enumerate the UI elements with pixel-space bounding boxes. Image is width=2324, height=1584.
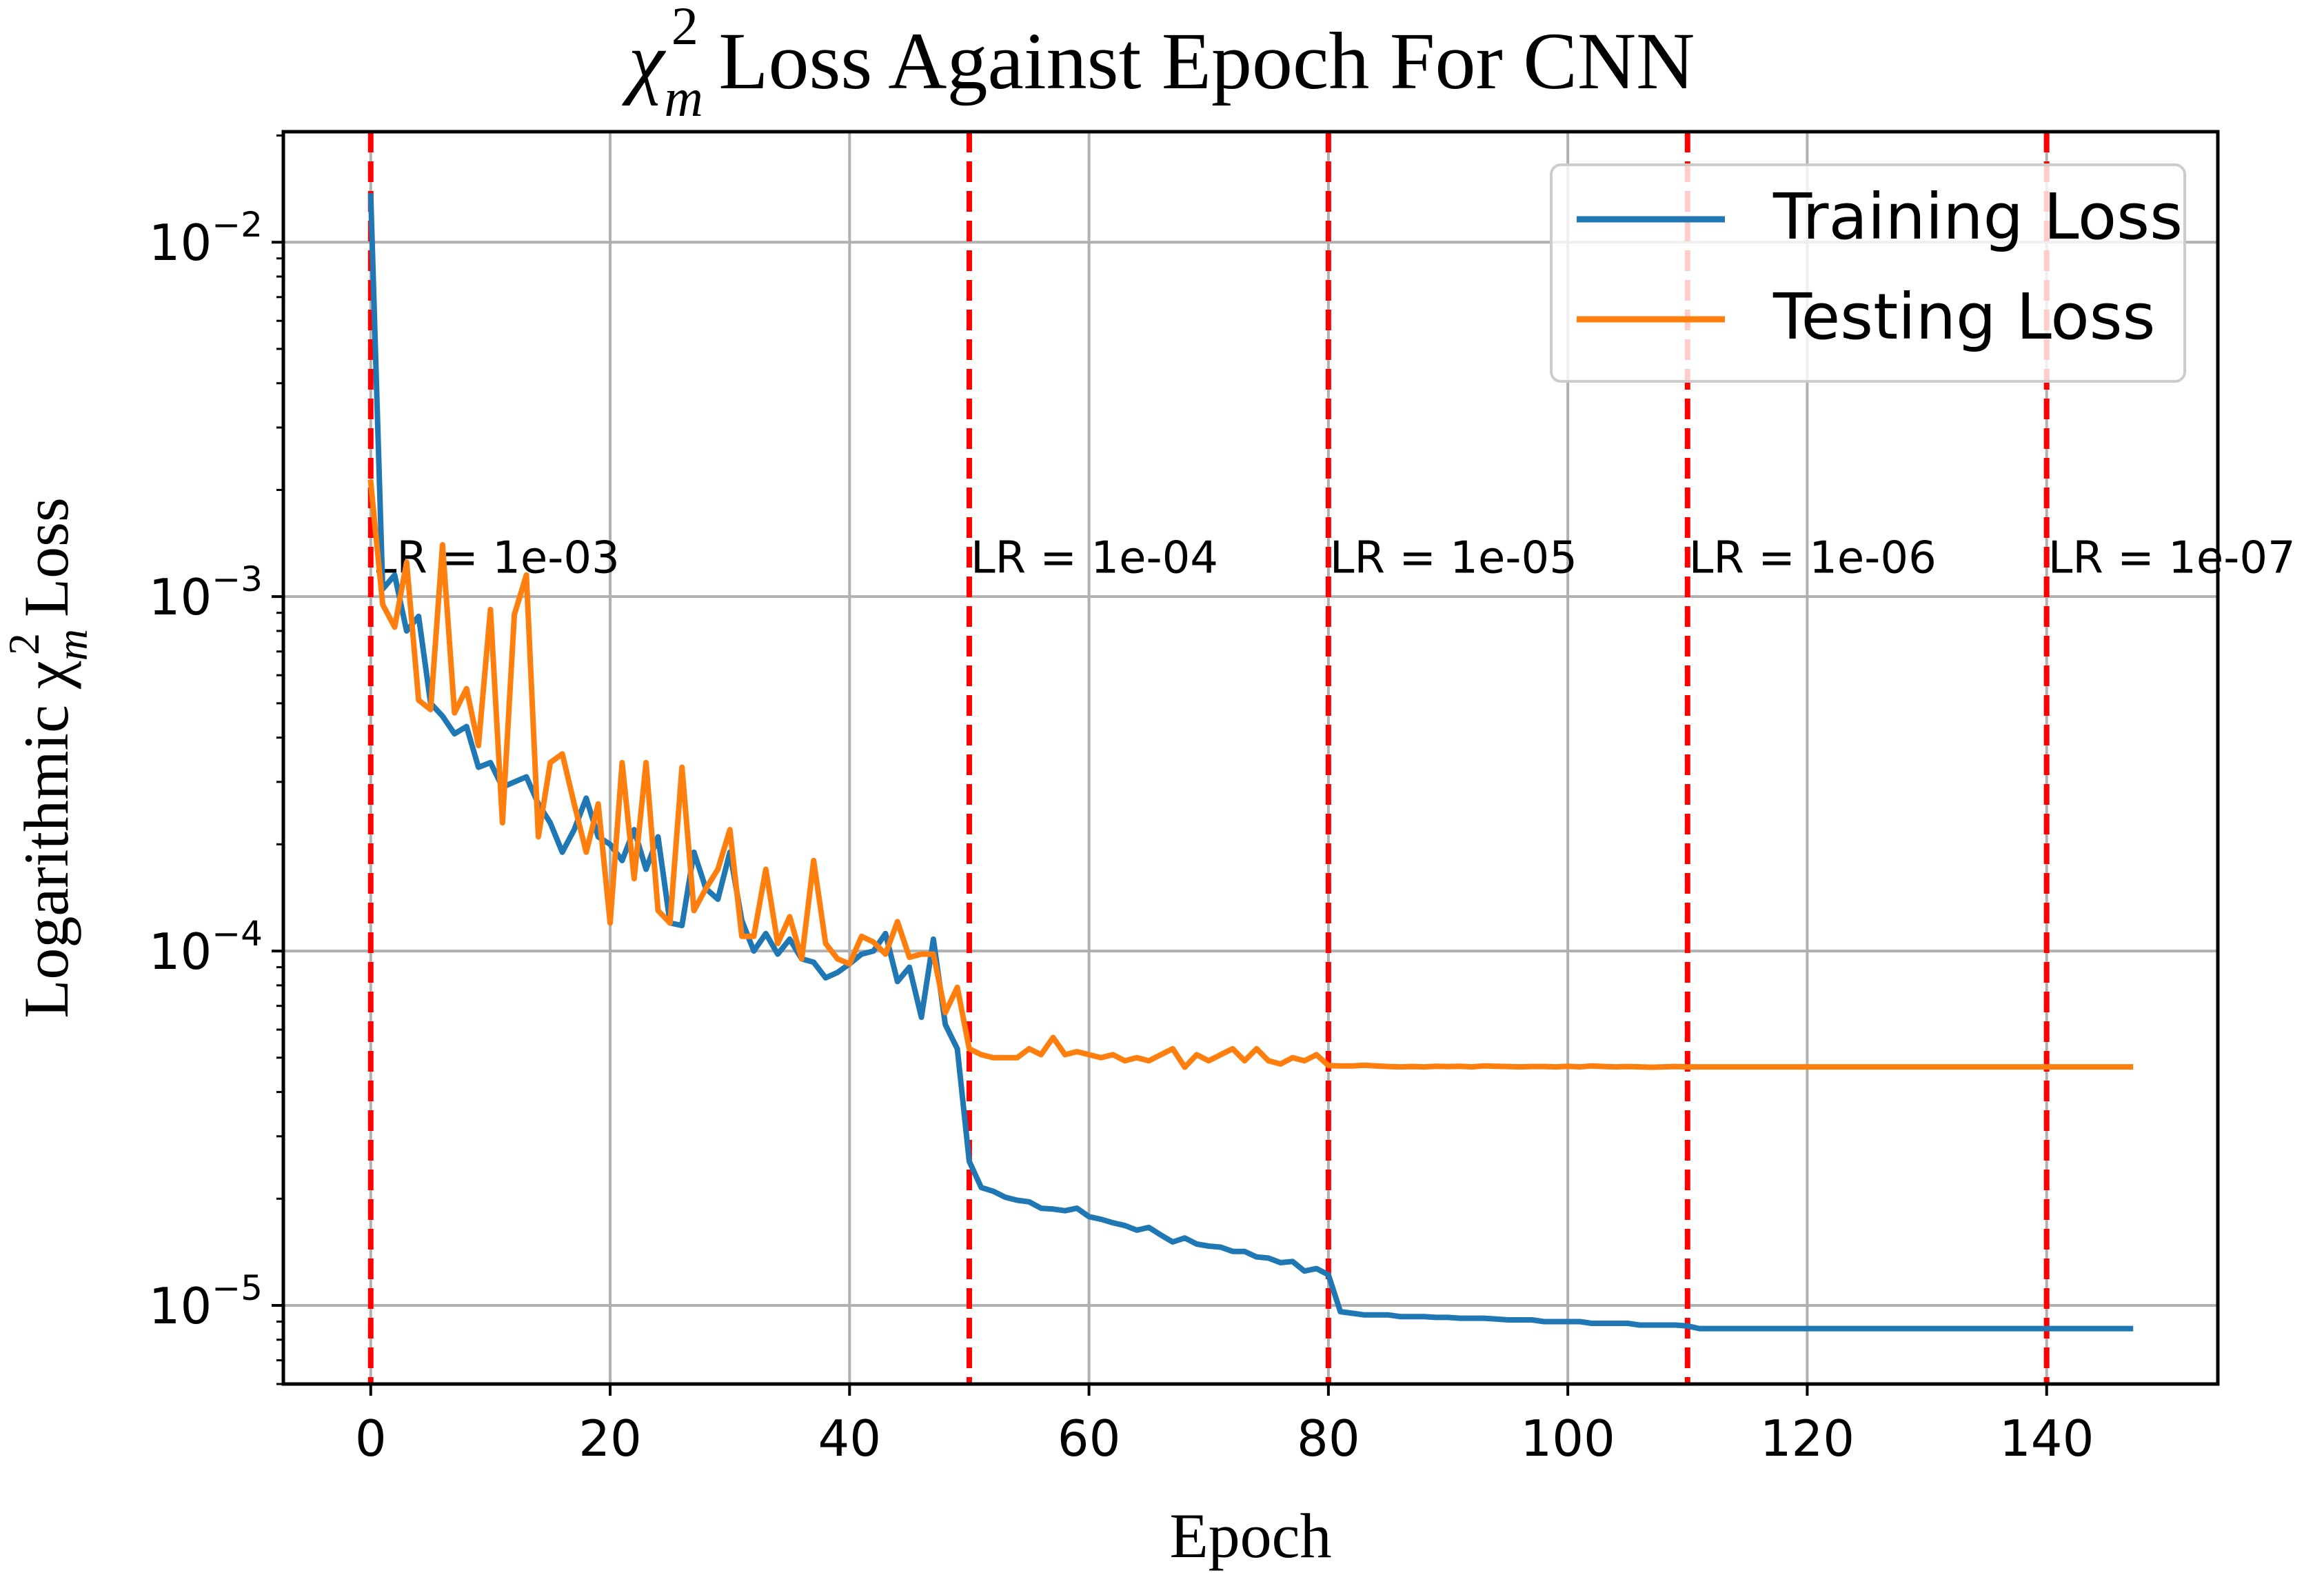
series-line-training-loss xyxy=(367,193,2134,1332)
x-tick-label: 140 xyxy=(1999,1410,2094,1467)
x-tick-label: 60 xyxy=(1058,1410,1121,1467)
lr-marker-label: LR = 1e-07 xyxy=(2048,533,2296,584)
lr-marker-label: LR = 1e-04 xyxy=(971,533,1218,584)
chart-title: χm2 Loss Against Epoch For CNN xyxy=(622,0,1695,128)
y-axis-ticks: 10−5 10−4 10−3 10−2 xyxy=(149,134,283,1385)
lr-marker-label: LR = 1e-05 xyxy=(1330,533,1577,584)
legend-label: Testing Loss xyxy=(1772,280,2155,354)
plot-area-frame xyxy=(281,130,2220,1386)
legend-label: Training Loss xyxy=(1772,180,2183,254)
learning-rate-markers: LR = 1e-03 LR = 1e-04 LR = 1e-05 LR = 1e-06… xyxy=(367,132,2296,1384)
x-tick-label: 80 xyxy=(1297,1410,1360,1467)
x-tick-label: 20 xyxy=(578,1410,642,1467)
series-layer xyxy=(367,193,2134,1332)
y-axis-label: Logarithmic χm2 Loss xyxy=(0,497,97,1019)
y-tick-label: 10−5 xyxy=(149,1268,263,1335)
y-tick-label: 10−3 xyxy=(149,559,263,626)
legend: Training Loss Testing Loss xyxy=(1550,163,2186,383)
x-tick-label: 120 xyxy=(1760,1410,1855,1467)
lr-marker-label: LR = 1e-03 xyxy=(372,533,620,584)
series-line-testing-loss xyxy=(367,479,2134,1070)
y-tick-label: 10−4 xyxy=(149,914,263,981)
lr-marker-label: LR = 1e-06 xyxy=(1689,533,1937,584)
x-axis-label: Epoch xyxy=(1169,1501,1331,1571)
x-tick-label: 100 xyxy=(1520,1410,1615,1467)
y-tick-label: 10−2 xyxy=(149,205,263,272)
x-tick-label: 0 xyxy=(355,1410,387,1467)
x-axis-ticks: 0 20 40 60 80 100 120 140 xyxy=(355,1384,2094,1467)
x-tick-label: 40 xyxy=(818,1410,881,1467)
